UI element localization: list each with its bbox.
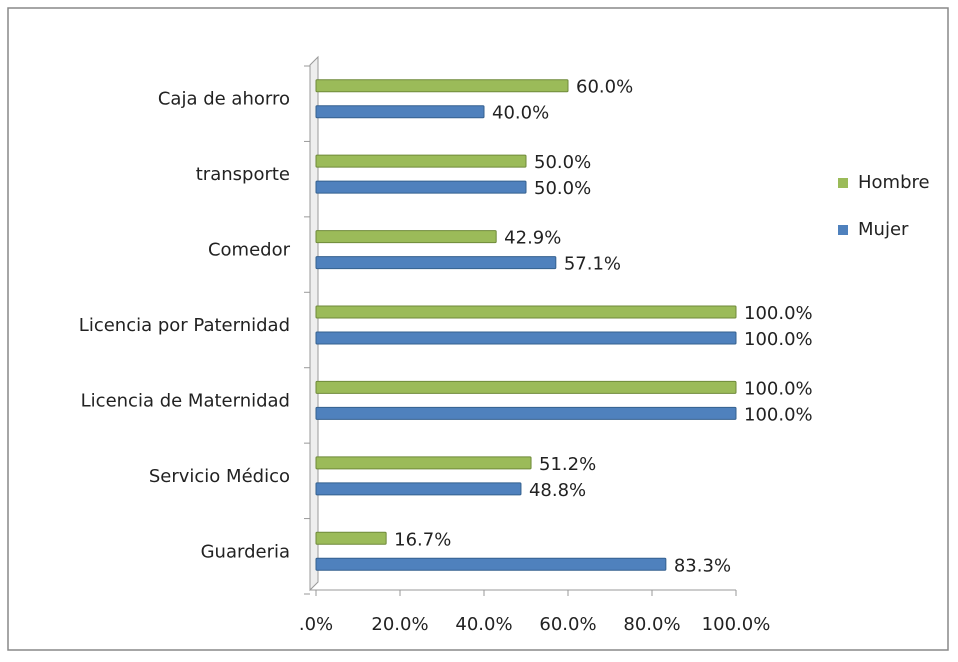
bar <box>315 406 737 420</box>
x-tick-label: 60.0% <box>539 614 596 635</box>
legend-swatch <box>838 225 848 235</box>
axis-wall <box>309 55 319 592</box>
y-tick-label: Comedor <box>208 240 291 261</box>
value-label: 16.7% <box>394 529 451 550</box>
y-tick-label: Licencia de Maternidad <box>81 390 290 411</box>
y-tick-label: Licencia por Paternidad <box>79 315 290 336</box>
value-label: 40.0% <box>492 103 549 124</box>
bar <box>315 557 667 571</box>
y-tick-label: Servicio Médico <box>149 466 290 487</box>
bar <box>315 482 522 496</box>
bar <box>315 456 532 470</box>
value-label: 100.0% <box>744 303 813 324</box>
value-label: 83.3% <box>674 555 731 576</box>
x-tick-label: 40.0% <box>455 614 512 635</box>
value-label: 100.0% <box>744 329 813 350</box>
value-label: 50.0% <box>534 178 591 199</box>
x-tick-label: 80.0% <box>623 614 680 635</box>
value-label: 100.0% <box>744 404 813 425</box>
value-label: 42.9% <box>504 228 561 249</box>
bar <box>315 380 737 394</box>
value-label: 50.0% <box>534 152 591 173</box>
bar <box>315 154 527 168</box>
x-tick-label: .0% <box>299 614 333 635</box>
bar <box>315 331 737 345</box>
value-label: 60.0% <box>576 77 633 98</box>
value-label: 100.0% <box>744 378 813 399</box>
y-tick-label: Guarderia <box>201 541 290 562</box>
bar <box>315 105 485 119</box>
x-tick-label: 100.0% <box>702 614 771 635</box>
bar <box>315 230 497 244</box>
legend-swatch <box>838 178 848 188</box>
value-label: 57.1% <box>564 254 621 275</box>
x-tick-label: 20.0% <box>371 614 428 635</box>
value-label: 48.8% <box>529 480 586 501</box>
legend-label: Hombre <box>858 172 930 193</box>
bar <box>315 180 527 194</box>
bar <box>315 305 737 319</box>
legend-label: Mujer <box>858 219 909 240</box>
bar <box>315 79 569 93</box>
y-tick-label: transporte <box>196 164 290 185</box>
y-tick-label: Caja de ahorro <box>158 89 290 110</box>
bar <box>315 256 557 270</box>
bar <box>315 531 387 545</box>
value-label: 51.2% <box>539 454 596 475</box>
